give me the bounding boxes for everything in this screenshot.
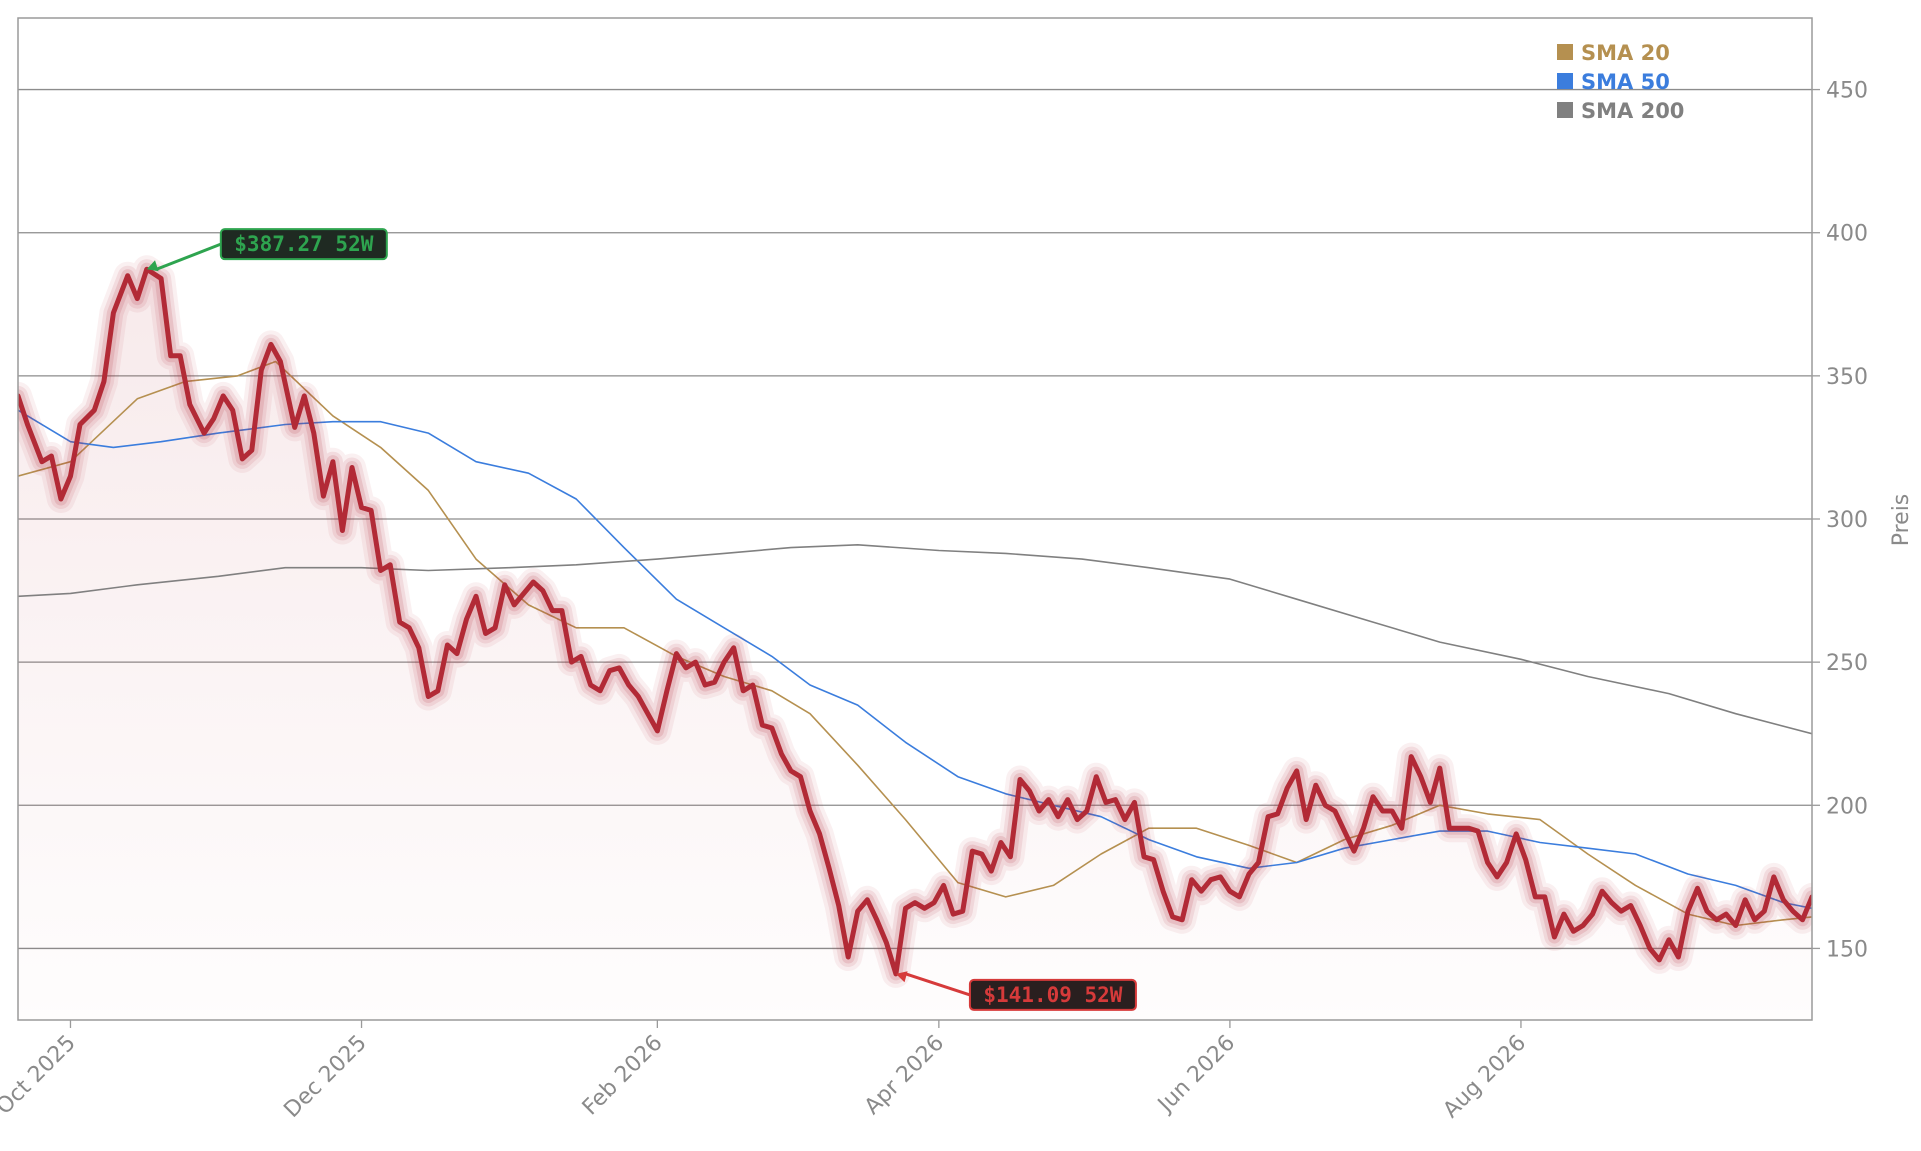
- low-annotation-arrowhead: [895, 971, 908, 983]
- high-annotation-label: $387.27 52W: [234, 232, 373, 256]
- x-tick-label-2: Feb 2026: [578, 1031, 668, 1121]
- sma-20-legend-swatch: [1557, 44, 1573, 60]
- y-tick-label-200: 200: [1826, 794, 1868, 819]
- sma-200-legend-label: SMA 200: [1581, 99, 1684, 123]
- price-line: [18, 266, 1812, 977]
- high-annotation-arrow: [156, 242, 222, 271]
- high-annotation-arrowhead: [146, 260, 159, 272]
- y-tick-label-300: 300: [1826, 508, 1868, 533]
- x-axis: Oct 2025 Dec 2025 Feb 2026 Apr 2026 Jun 2026…: [0, 1020, 1531, 1123]
- plot-area: [18, 255, 1812, 1020]
- y-tick-label-250: 250: [1826, 651, 1868, 676]
- sma-50-legend-label: SMA 50: [1581, 70, 1670, 94]
- y-tick-label-350: 350: [1826, 365, 1868, 390]
- sma-200-legend-swatch: [1557, 102, 1573, 118]
- high-annotation-box: [219, 228, 388, 261]
- y-tick-label-150: 150: [1826, 937, 1868, 962]
- x-tick-label-3: Apr 2026: [860, 1031, 949, 1120]
- x-tick-label-4: Jun 2026: [1152, 1031, 1240, 1119]
- x-tick-label-0: Oct 2025: [0, 1031, 81, 1120]
- y-axis: 150 200 250 300 350 400 450: [1812, 79, 1868, 962]
- y-tick-label-450: 450: [1826, 79, 1868, 104]
- annotations: $387.27 52W $141.09 52W: [146, 228, 1137, 1011]
- sma-50-legend-swatch: [1557, 73, 1573, 89]
- x-tick-label-5: Aug 2026: [1439, 1031, 1532, 1124]
- low-annotation-arrow: [905, 972, 971, 997]
- x-tick-label-1: Dec 2025: [279, 1031, 371, 1123]
- low-annotation-label: $141.09 52W: [983, 983, 1122, 1007]
- y-axis-title: Preis: [1889, 494, 1914, 547]
- sma-50-line: [18, 409, 1812, 910]
- y-tick-label-400: 400: [1826, 222, 1868, 247]
- sma-200-line: [18, 544, 1812, 735]
- legend: SMA 20 SMA 50 SMA 200: [1557, 41, 1684, 123]
- low-annotation-box: [968, 978, 1137, 1011]
- sma-20-legend-label: SMA 20: [1581, 41, 1670, 65]
